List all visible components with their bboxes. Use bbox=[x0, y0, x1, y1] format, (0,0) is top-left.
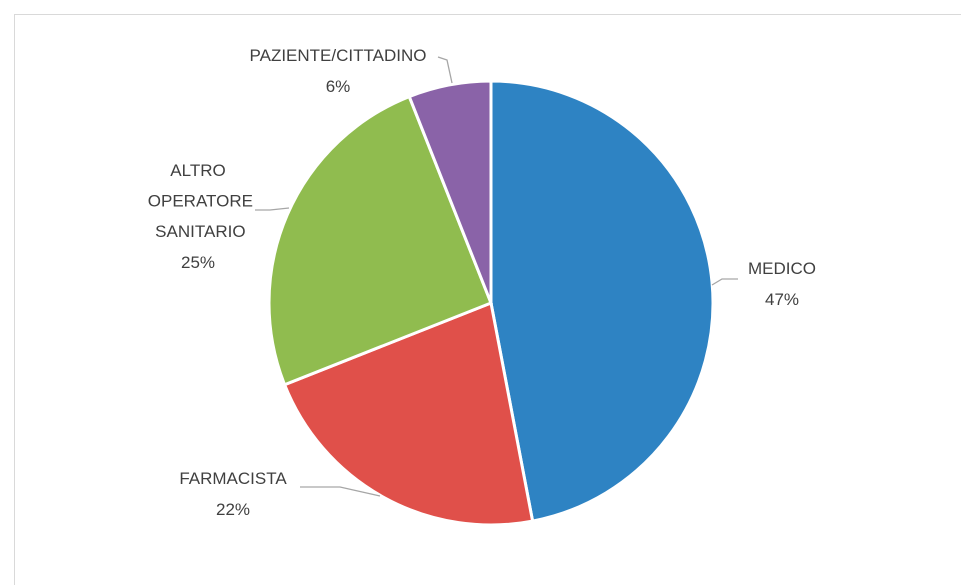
slice-value-label: 25% bbox=[181, 253, 215, 272]
leader-line bbox=[255, 207, 290, 211]
leader-line bbox=[300, 486, 381, 497]
leader-line bbox=[437, 56, 453, 84]
pie-slice bbox=[489, 79, 715, 523]
slice-label: ALTRO OPERATORE SANITARIO bbox=[143, 161, 253, 241]
slice-label: PAZIENTE/CITTADINO bbox=[250, 46, 427, 65]
slice-label: FARMACISTA bbox=[179, 469, 287, 488]
pie-slice bbox=[267, 94, 493, 387]
pie-slice bbox=[282, 300, 535, 527]
pie-slice bbox=[407, 79, 493, 304]
slice-value-label: 47% bbox=[765, 290, 799, 309]
slice-value-label: 6% bbox=[326, 77, 351, 96]
slice-value-label: 22% bbox=[216, 500, 250, 519]
slice-label: MEDICO bbox=[748, 259, 816, 278]
leader-line bbox=[711, 278, 738, 286]
chart-frame bbox=[14, 14, 961, 585]
